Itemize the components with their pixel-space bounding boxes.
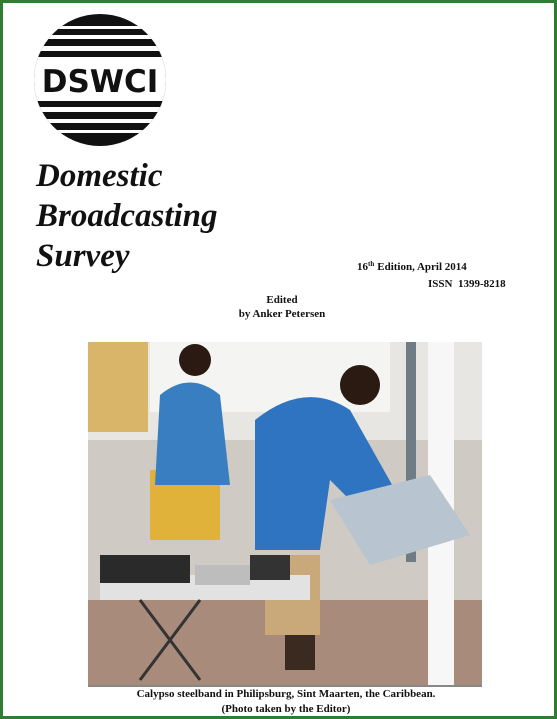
photo <box>88 342 482 685</box>
editor: by Anker Petersen <box>239 308 326 320</box>
caption: Calypso steelband in Philipsburg, Sint M… <box>137 688 436 700</box>
logo: DSWCI <box>34 14 166 146</box>
edition-rest: Edition, April 2014 <box>377 261 467 273</box>
title-line: Survey <box>36 238 130 274</box>
edition-suffix: th <box>368 260 374 268</box>
edited: Edited <box>266 294 297 306</box>
title-line: Domestic <box>35 158 163 194</box>
caption: (Photo taken by the Editor) <box>222 703 351 715</box>
logo-text: DSWCI <box>42 64 159 100</box>
issn: ISSN 1399-8218 <box>428 278 506 290</box>
edition: 16th Edition, April 2014 <box>357 260 467 273</box>
title-line: Broadcasting <box>35 198 218 234</box>
edition-number: 16 <box>357 261 369 273</box>
